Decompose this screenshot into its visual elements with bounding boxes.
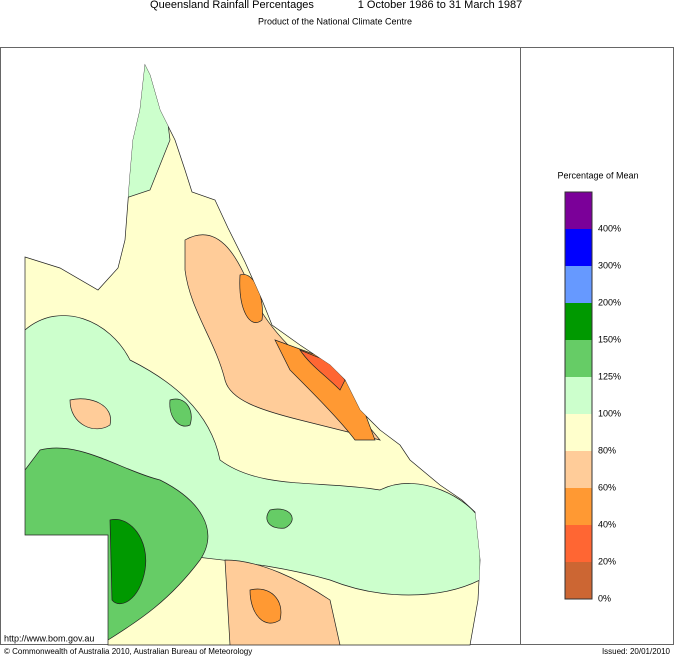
url: http://www.bom.gov.au [4,633,94,643]
legend-label: 100% [598,408,621,418]
period: 1 October 1986 to 31 March 1987 [358,0,523,11]
legend-swatch [565,525,592,562]
legend-swatch [565,562,592,599]
legend-label: 0% [598,593,611,603]
copyright: © Commonwealth of Australia 2010, Austra… [4,647,252,656]
legend-label: 60% [598,482,616,492]
title: Queensland Rainfall Percentages [150,0,314,11]
legend-border [564,191,593,600]
legend-label: 40% [598,519,616,529]
legend-swatch [565,451,592,488]
subtitle: Product of the National Climate Centre [258,16,412,26]
legend-label: 125% [598,371,621,381]
legend-swatch [565,266,592,303]
legend-swatch [565,229,592,266]
legend-label: 20% [598,556,616,566]
legend-label: 80% [598,445,616,455]
legend-label: 200% [598,297,621,307]
legend-label: 150% [598,334,621,344]
legend-swatch [565,414,592,451]
legend: 400% 300% 200% 150% 125% 100% 80% 60% 40% 20% 0% [564,191,621,603]
legend-title: Percentage of Mean [557,170,638,180]
issued: Issued: 20/01/2010 [602,647,671,656]
legend-label: 300% [598,260,621,270]
legend-swatch [565,303,592,340]
legend-swatch [565,488,592,525]
legend-label: 400% [598,223,621,233]
legend-swatch [565,340,592,377]
rainfall-map [24,63,481,646]
legend-swatch [565,377,592,414]
legend-swatch [565,192,592,229]
